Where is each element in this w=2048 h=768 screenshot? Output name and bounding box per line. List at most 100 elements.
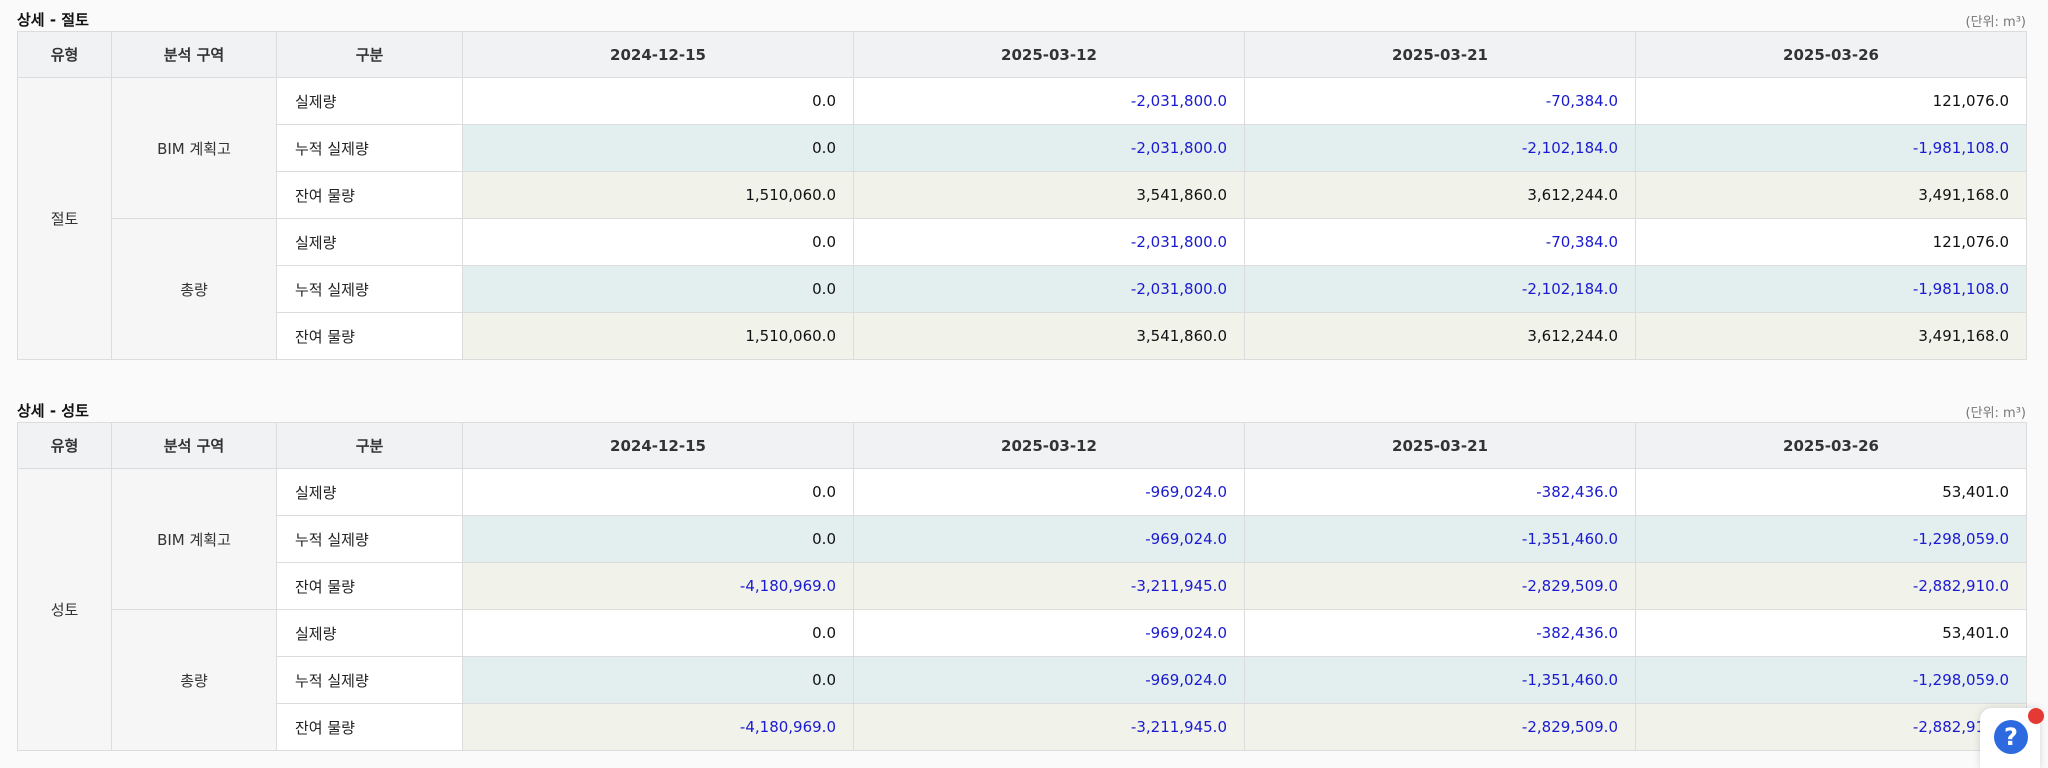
column-header: 2025-03-26 [1635, 422, 2027, 469]
value-cell: 0.0 [462, 609, 854, 657]
value-cell: -1,351,460.0 [1244, 515, 1636, 563]
value-cell: -2,031,800.0 [853, 265, 1245, 313]
table-row: 총량 실제량 0.0 -969,024.0 -382,436.0 53,401.0 [18, 609, 2027, 751]
table-row: 절토 BIM 계획고 실제량 0.0 -2,031,800.0 -70,384.0 121,… [17, 77, 2027, 360]
value-cell: 1,510,060.0 [462, 312, 854, 360]
cut-table: 유형 분석 구역 구분 2024-12-15 2025-03-12 2025-03-21 2… [17, 31, 2027, 360]
value-cell: 121,076.0 [1635, 218, 2027, 266]
value-cell: -70,384.0 [1244, 218, 1636, 266]
value-cell: 3,541,860.0 [853, 312, 1245, 360]
value-cell: 0.0 [462, 77, 854, 125]
column-header: 2025-03-12 [853, 31, 1245, 78]
value-cell: 3,612,244.0 [1244, 312, 1636, 360]
cut-table-body: 절토 BIM 계획고 실제량 0.0 -2,031,800.0 -70,384.0 121,… [17, 77, 2027, 360]
table-row: 성토 BIM 계획고 실제량 0.0 -969,024.0 -382,436.0 53,40… [17, 468, 2027, 751]
value-cell: -2,829,509.0 [1244, 703, 1636, 751]
fill-table-header-row: 유형 분석 구역 구분 2024-12-15 2025-03-12 2025-03-21 2… [17, 422, 2027, 469]
value-cell: 53,401.0 [1635, 468, 2027, 516]
value-cell: -1,298,059.0 [1635, 515, 2027, 563]
column-header: 분석 구역 [111, 422, 277, 469]
fill-table: 유형 분석 구역 구분 2024-12-15 2025-03-12 2025-03-21 2… [17, 422, 2027, 751]
value-cell: 53,401.0 [1635, 609, 2027, 657]
value-cell: -2,882,910.0 [1635, 562, 2027, 610]
fill-unit-label: (단위: m³) [1965, 406, 2026, 421]
value-cell: -4,180,969.0 [462, 562, 854, 610]
category-cell: 누적 실제량 [276, 515, 463, 563]
category-cell: 실제량 [276, 609, 463, 657]
value-cell: 0.0 [462, 218, 854, 266]
category-cell: 실제량 [276, 468, 463, 516]
cut-section-header: 상세 - 절토 (단위: m³) [17, 9, 2026, 31]
table-row: 잔여 물량 1,510,060.0 3,541,860.0 3,612,244.0 3,… [18, 312, 2027, 360]
value-cell: 3,612,244.0 [1244, 171, 1636, 219]
column-header: 2025-03-26 [1635, 31, 2027, 78]
column-header: 분석 구역 [111, 31, 277, 78]
value-cell: 121,076.0 [1635, 77, 2027, 125]
cut-section: 상세 - 절토 (단위: m³) 유형 분석 구역 구분 2024-12-15 2025… [17, 9, 2027, 360]
value-cell: -2,031,800.0 [853, 124, 1245, 172]
value-cell: -969,024.0 [853, 468, 1245, 516]
cut-table-header-row: 유형 분석 구역 구분 2024-12-15 2025-03-12 2025-03-21 2… [17, 31, 2027, 78]
column-header: 2025-03-21 [1244, 422, 1636, 469]
help-icon[interactable]: ? [1994, 720, 2028, 754]
value-cell: -2,031,800.0 [853, 218, 1245, 266]
category-cell: 잔여 물량 [276, 562, 463, 610]
category-cell: 누적 실제량 [276, 265, 463, 313]
value-cell: -2,102,184.0 [1244, 124, 1636, 172]
value-cell: -2,031,800.0 [853, 77, 1245, 125]
table-row: 잔여 물량 1,510,060.0 3,541,860.0 3,612,244.0 3,… [18, 171, 2027, 219]
category-cell: 누적 실제량 [276, 656, 463, 704]
area-cell: 총량 [111, 218, 277, 360]
category-cell: 실제량 [276, 77, 463, 125]
value-cell: -3,211,945.0 [853, 703, 1245, 751]
value-cell: -382,436.0 [1244, 468, 1636, 516]
fill-table-body: 성토 BIM 계획고 실제량 0.0 -969,024.0 -382,436.0 53,40… [17, 468, 2027, 751]
table-row: 누적 실제량 0.0 -969,024.0 -1,351,460.0 -1,298,05… [18, 515, 2027, 563]
value-cell: 1,510,060.0 [462, 171, 854, 219]
value-cell: 0.0 [462, 656, 854, 704]
table-row: 잔여 물량 -4,180,969.0 -3,211,945.0 -2,829,509.… [18, 562, 2027, 610]
value-cell: -969,024.0 [853, 656, 1245, 704]
value-cell: -3,211,945.0 [853, 562, 1245, 610]
column-header: 유형 [17, 422, 112, 469]
column-header: 구분 [276, 422, 463, 469]
value-cell: -1,981,108.0 [1635, 265, 2027, 313]
value-cell: -4,180,969.0 [462, 703, 854, 751]
fill-section: 상세 - 성토 (단위: m³) 유형 분석 구역 구분 2024-12-15 2025… [17, 400, 2027, 751]
value-cell: 3,541,860.0 [853, 171, 1245, 219]
type-cell: 성토 [17, 468, 112, 751]
table-row: 누적 실제량 0.0 -969,024.0 -1,351,460.0 -1,298,05… [18, 656, 2027, 704]
table-row: 누적 실제량 0.0 -2,031,800.0 -2,102,184.0 -1,981,… [18, 124, 2027, 172]
value-cell: -969,024.0 [853, 609, 1245, 657]
value-cell: 0.0 [462, 124, 854, 172]
column-header: 2024-12-15 [462, 422, 854, 469]
value-cell: -2,829,509.0 [1244, 562, 1636, 610]
type-cell: 절토 [17, 77, 112, 360]
value-cell: -1,351,460.0 [1244, 656, 1636, 704]
category-cell: 누적 실제량 [276, 124, 463, 172]
category-cell: 잔여 물량 [276, 703, 463, 751]
value-cell: 3,491,168.0 [1635, 312, 2027, 360]
category-cell: 잔여 물량 [276, 312, 463, 360]
area-cell: BIM 계획고 [111, 77, 277, 219]
table-row: 누적 실제량 0.0 -2,031,800.0 -2,102,184.0 -1,981,… [18, 265, 2027, 313]
value-cell: -969,024.0 [853, 515, 1245, 563]
fill-section-title: 상세 - 성토 [17, 402, 89, 420]
column-header: 2024-12-15 [462, 31, 854, 78]
category-cell: 실제량 [276, 218, 463, 266]
column-header: 2025-03-21 [1244, 31, 1636, 78]
value-cell: -2,102,184.0 [1244, 265, 1636, 313]
cut-unit-label: (단위: m³) [1965, 15, 2026, 30]
value-cell: 0.0 [462, 515, 854, 563]
area-cell: 총량 [111, 609, 277, 751]
column-header: 구분 [276, 31, 463, 78]
value-cell: -2,882,910.0 [1635, 703, 2027, 751]
value-cell: 3,491,168.0 [1635, 171, 2027, 219]
column-header: 2025-03-12 [853, 422, 1245, 469]
value-cell: -1,298,059.0 [1635, 656, 2027, 704]
area-cell: BIM 계획고 [111, 468, 277, 610]
value-cell: 0.0 [462, 265, 854, 313]
fill-section-header: 상세 - 성토 (단위: m³) [17, 400, 2026, 422]
cut-section-title: 상세 - 절토 [17, 11, 89, 29]
notification-dot [2028, 708, 2044, 724]
